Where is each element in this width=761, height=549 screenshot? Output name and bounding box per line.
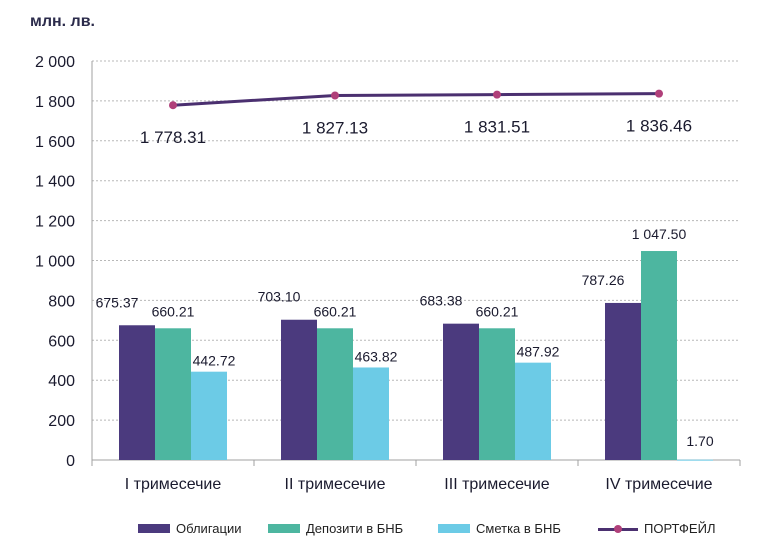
y-tick-label: 600 [48, 333, 75, 350]
portfolio-data-label: 1 831.51 [464, 118, 530, 137]
bar [641, 251, 677, 460]
bar-data-label: 675.37 [96, 294, 139, 310]
bar [677, 459, 713, 461]
y-tick-label: 200 [48, 413, 75, 430]
legend-label-deposits: Депозити в БНБ [306, 521, 404, 536]
bar [479, 328, 515, 460]
portfolio-marker [655, 89, 663, 98]
bar [155, 328, 191, 460]
legend-label-bonds: Облигации [176, 521, 242, 536]
y-tick-label: 2 000 [35, 54, 75, 71]
y-tick-label: 800 [48, 293, 75, 310]
bar-data-label: 1 047.50 [632, 226, 687, 242]
portfolio-line [172, 92, 660, 107]
bar-data-label: 487.92 [517, 344, 560, 360]
legend-label-account: Сметка в БНБ [476, 521, 561, 536]
portfolio-marker [169, 101, 177, 110]
bar [191, 371, 227, 460]
bar [119, 325, 155, 460]
y-tick-label: 400 [48, 373, 75, 390]
y-tick-label: 1 200 [35, 214, 75, 231]
x-tick-label: III тримесечие [444, 476, 549, 493]
legend-swatch-account [438, 524, 470, 533]
bar-data-label: 660.21 [314, 303, 357, 319]
y-tick-label: 1 800 [35, 94, 75, 111]
portfolio-data-label: 1 827.13 [302, 118, 368, 137]
bar-data-label: 660.21 [152, 303, 195, 319]
bar-data-label: 463.82 [355, 348, 398, 364]
portfolio-data-label: 1 778.31 [140, 128, 206, 147]
bar-data-label: 1.70 [686, 433, 713, 449]
legend-label-portfolio: ПОРТФЕЙЛ [644, 521, 716, 536]
bar [317, 328, 353, 460]
legend-marker-portfolio [614, 525, 622, 533]
x-tick-label: IV тримесечие [605, 476, 712, 493]
bar-data-label: 660.21 [476, 303, 519, 319]
x-tick-label: II тримесечие [285, 476, 386, 493]
portfolio-marker [331, 91, 339, 100]
legend-swatch-deposits [268, 524, 300, 533]
portfolio-marker [493, 90, 501, 99]
y-tick-label: 0 [66, 453, 75, 470]
legend-swatch-bonds [138, 524, 170, 533]
bar-data-label: 442.72 [193, 353, 236, 369]
portfolio-data-label: 1 836.46 [626, 117, 692, 136]
y-tick-label: 1 600 [35, 134, 75, 151]
bar [443, 323, 479, 460]
bar-data-label: 683.38 [420, 293, 463, 309]
bar-data-label: 703.10 [258, 289, 301, 305]
bar [353, 367, 389, 460]
y-tick-label: 1 000 [35, 254, 75, 271]
bar [605, 302, 641, 460]
y-tick-label: 1 400 [35, 174, 75, 191]
x-tick-label: I тримесечие [125, 476, 222, 493]
bar-data-label: 787.26 [582, 272, 625, 288]
y-unit-label: млн. лв. [30, 13, 95, 30]
bar [515, 362, 551, 460]
bar [281, 319, 317, 460]
